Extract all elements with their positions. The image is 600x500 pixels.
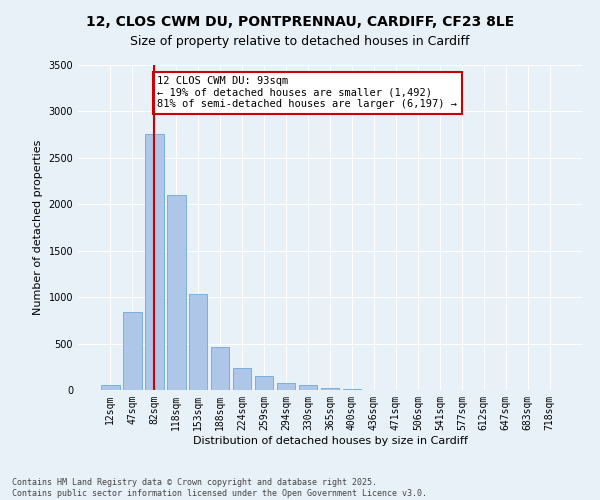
Bar — [233, 368, 251, 390]
Bar — [255, 376, 274, 390]
Bar — [211, 348, 229, 390]
Y-axis label: Number of detached properties: Number of detached properties — [33, 140, 43, 315]
Bar — [123, 312, 142, 390]
Bar — [189, 294, 208, 390]
Text: 12 CLOS CWM DU: 93sqm
← 19% of detached houses are smaller (1,492)
81% of semi-d: 12 CLOS CWM DU: 93sqm ← 19% of detached … — [157, 76, 457, 110]
Bar — [145, 134, 164, 390]
Bar — [277, 382, 295, 390]
X-axis label: Distribution of detached houses by size in Cardiff: Distribution of detached houses by size … — [193, 436, 467, 446]
Bar — [101, 385, 119, 390]
Bar — [320, 388, 340, 390]
Bar — [167, 195, 185, 390]
Text: Size of property relative to detached houses in Cardiff: Size of property relative to detached ho… — [130, 35, 470, 48]
Bar — [299, 386, 317, 390]
Text: Contains HM Land Registry data © Crown copyright and database right 2025.
Contai: Contains HM Land Registry data © Crown c… — [12, 478, 427, 498]
Bar — [343, 388, 361, 390]
Text: 12, CLOS CWM DU, PONTPRENNAU, CARDIFF, CF23 8LE: 12, CLOS CWM DU, PONTPRENNAU, CARDIFF, C… — [86, 15, 514, 29]
